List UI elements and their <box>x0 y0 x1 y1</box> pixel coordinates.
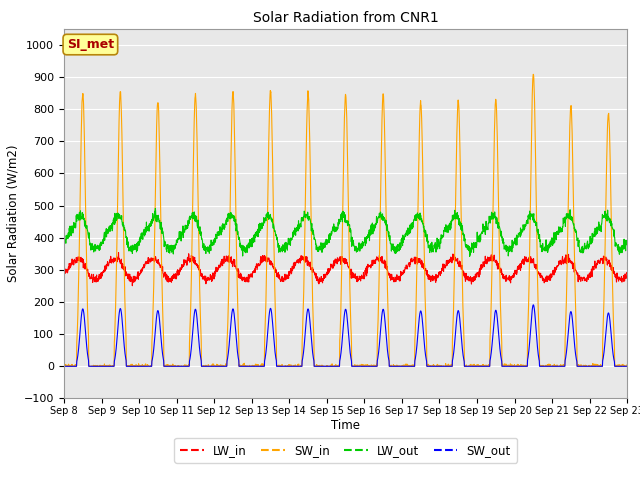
Legend: LW_in, SW_in, LW_out, SW_out: LW_in, SW_in, LW_out, SW_out <box>174 438 517 463</box>
SW_out <box>509 363 517 369</box>
LW_out <box>589 231 597 237</box>
Title: Solar Radiation from CNR1: Solar Radiation from CNR1 <box>253 11 438 25</box>
LW_out <box>466 253 474 259</box>
SW_out <box>529 302 537 308</box>
SW_out <box>574 363 582 369</box>
LW_in <box>362 269 370 275</box>
LW_out <box>152 205 159 211</box>
LW_in <box>574 272 582 277</box>
SW_out <box>60 363 68 369</box>
Y-axis label: Solar Radiation (W/m2): Solar Radiation (W/m2) <box>7 145 20 282</box>
SW_in <box>374 318 382 324</box>
SW_out <box>589 363 597 369</box>
LW_in <box>218 260 225 265</box>
LW_in <box>510 275 518 280</box>
SW_in <box>60 363 68 369</box>
LW_in <box>115 250 122 255</box>
SW_out <box>362 363 370 369</box>
LW_out <box>574 235 582 241</box>
Line: SW_in: SW_in <box>64 74 627 366</box>
LW_out <box>374 214 382 220</box>
LW_out <box>60 235 68 240</box>
SW_in <box>574 363 582 369</box>
SW_in <box>529 72 537 77</box>
Line: LW_out: LW_out <box>64 208 627 256</box>
SW_in <box>623 362 631 368</box>
SW_in <box>362 362 370 368</box>
X-axis label: Time: Time <box>331 419 360 432</box>
LW_in <box>60 271 68 276</box>
LW_out <box>623 242 631 248</box>
Line: LW_in: LW_in <box>64 252 627 286</box>
Line: SW_out: SW_out <box>64 305 627 366</box>
LW_out <box>510 239 518 245</box>
LW_in <box>375 257 383 263</box>
LW_in <box>589 264 597 270</box>
SW_in <box>589 362 597 368</box>
SW_out <box>623 363 631 369</box>
LW_in <box>129 283 136 288</box>
LW_in <box>623 271 631 276</box>
SW_in <box>217 362 225 368</box>
Text: SI_met: SI_met <box>67 38 114 51</box>
SW_out <box>217 363 225 369</box>
LW_out <box>218 231 225 237</box>
SW_out <box>374 354 382 360</box>
LW_out <box>362 238 370 244</box>
SW_in <box>509 363 517 369</box>
